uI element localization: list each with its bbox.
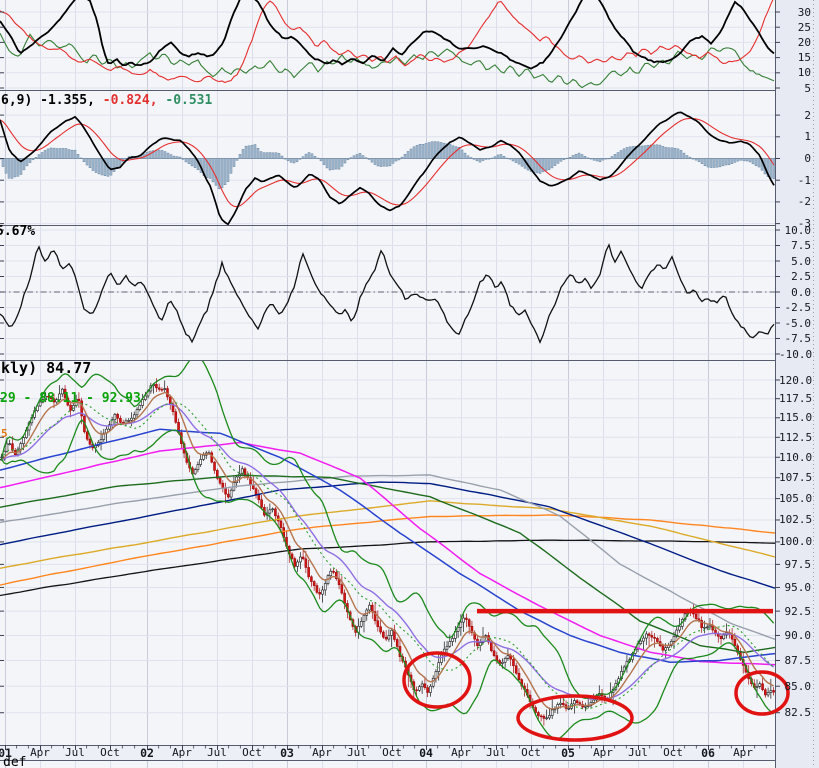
y-axis-label: 92.5: [784, 604, 812, 618]
macd-indicator-label: 6,9) -1.355, -0.824, -0.531: [1, 94, 212, 108]
annotation-ellipse: [402, 651, 472, 709]
y-axis-label: 15: [797, 51, 811, 65]
bottom-partial-label: def: [3, 755, 27, 768]
x-axis-label: Oct: [382, 746, 402, 759]
x-axis-label: Jul: [65, 746, 85, 759]
x-axis-label: Jul: [486, 746, 506, 759]
plot-background: [0, 0, 775, 768]
ema-sienna-line: [1, 391, 774, 710]
y-axis-label: 115.0: [779, 411, 813, 425]
y-axis-label: -7.5: [784, 332, 812, 345]
oscillator-panel: [0, 229, 775, 355]
y-axis-label: 90.0: [784, 628, 812, 642]
annotation-ellipse: [516, 694, 634, 742]
y-axis-label: -2.5: [784, 301, 812, 314]
y-axis-label: 20: [797, 35, 811, 49]
ma-black-line: [0, 539, 775, 597]
y-axis-label: 10: [797, 66, 811, 80]
y-axis-label: -10.0: [779, 347, 813, 361]
x-axis-label: Oct: [242, 746, 262, 759]
y-axis-label: -1: [797, 173, 811, 187]
y-axis-label: 112.5: [779, 430, 813, 444]
y-axis-label: 85.0: [784, 679, 812, 693]
x-axis-label: Oct: [521, 746, 541, 759]
x-axis-label: 02: [140, 746, 154, 760]
y-axis-label: 1: [804, 130, 811, 144]
y-axis-label: 107.5: [779, 471, 813, 485]
annotation-ellipse: [734, 670, 790, 716]
y-axis-label: 5: [804, 81, 811, 95]
y-axis-label: 2.5: [791, 270, 811, 283]
x-axis-strip: [0, 745, 775, 760]
dmi-panel: [0, 0, 775, 89]
y-axis-label: 100.0: [779, 535, 813, 549]
bollinger-lower-band: [0, 418, 775, 740]
x-axis-label: Apr: [312, 746, 332, 759]
y-axis-label: -5.0: [784, 316, 812, 330]
symbol-price-label: kly) 84.77: [1, 359, 92, 377]
x-axis-label: 05: [561, 746, 575, 760]
macd-panel: [0, 111, 775, 225]
y-axis-label: 30: [797, 5, 811, 19]
y-axis-label: 120.0: [779, 373, 813, 387]
roc-line: [0, 243, 775, 344]
x-axis-label: Jul: [207, 746, 227, 759]
price-panel: [0, 361, 775, 740]
x-axis-label: Apr: [451, 746, 471, 759]
y-axis-label: 87.5: [784, 653, 812, 667]
bollinger-values-label: 29 - 88.11 - 92.93: [0, 391, 141, 406]
y-axis-label: 5.0: [791, 254, 811, 268]
x-axis-label: Jul: [628, 746, 648, 759]
x-axis-label: Apr: [593, 746, 613, 759]
y-axis-label: 117.5: [779, 392, 813, 406]
y-axis-label: 2: [804, 108, 811, 122]
y-axis-label: -2: [797, 195, 811, 209]
ma-blue-line: [0, 428, 775, 663]
y-axis-label: 25: [797, 20, 811, 34]
macd-signal-value: -0.824,: [94, 93, 158, 108]
x-axis-label: Jul: [347, 746, 367, 759]
y-axis-label: 102.5: [779, 513, 813, 527]
partial-orange-label: 5: [1, 427, 8, 440]
y-axis-label: -3: [797, 217, 811, 231]
x-axis-label: 01: [0, 746, 12, 760]
bollinger-mid-line: [0, 402, 774, 710]
x-axis-label: 04: [419, 746, 433, 760]
oscillator-value-label: 5.67%: [0, 224, 36, 239]
y-axis-label: 82.5: [784, 706, 812, 720]
x-axis-label: 03: [280, 746, 294, 760]
x-axis-label: Apr: [733, 746, 753, 759]
x-axis-label: Apr: [172, 746, 192, 759]
ma-orange-line: [0, 514, 775, 586]
ma-navy-line: [0, 481, 775, 589]
adx-line: [0, 0, 775, 70]
ema-purple-line: [1, 403, 775, 700]
y-axis-label: 7.5: [791, 239, 811, 252]
ma-gold-line: [0, 500, 775, 569]
macd-signal-line: [0, 117, 775, 208]
ma-gray-line: [0, 474, 775, 641]
y-axis-label: 0: [804, 152, 811, 165]
y-axis-label: 105.0: [779, 492, 813, 506]
di-minus-line: [0, 0, 774, 84]
bollinger-upper-band: [0, 361, 775, 699]
y-axis-label: 10.0: [784, 223, 812, 237]
y-axis-label: 95.0: [784, 580, 812, 594]
x-axis-label: Oct: [100, 746, 120, 759]
macd-params-value: 6,9) -1.355,: [1, 93, 95, 108]
x-axis-label: Apr: [30, 746, 50, 759]
y-axis-gutter: [775, 0, 819, 768]
x-axis-label: Oct: [663, 746, 683, 759]
macd-hist-value: -0.531: [157, 93, 213, 108]
macd-line: [0, 111, 775, 225]
ma-darkgreen-line: [0, 474, 775, 654]
y-axis-label: 0.0: [791, 285, 811, 299]
y-axis-label: 110.0: [779, 450, 813, 464]
x-axis-label: 06: [701, 746, 715, 760]
y-axis-label: 97.5: [784, 557, 812, 571]
